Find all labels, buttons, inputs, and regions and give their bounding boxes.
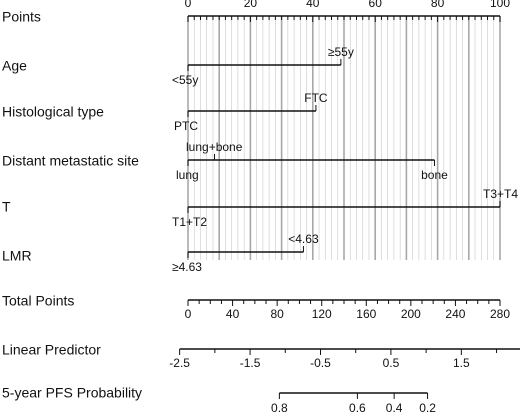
level-label: bone: [421, 168, 448, 182]
level-label: <4.63: [288, 232, 319, 246]
tick-label: 0.8: [271, 401, 288, 412]
tick-label: 0.6: [349, 401, 366, 412]
tick-label: 80: [431, 0, 445, 10]
row-label: Age: [2, 58, 27, 74]
tick-label: 20: [244, 0, 258, 10]
row-label: Distant metastatic site: [2, 153, 139, 169]
level-label: T1+T2: [172, 215, 207, 229]
tick-label: -2.5: [169, 356, 190, 370]
level-label: ≥4.63: [172, 260, 202, 274]
level-label: <55y: [172, 73, 198, 87]
tick-label: 280: [490, 307, 510, 321]
tick-label: 100: [490, 0, 510, 10]
level-label: lung: [176, 168, 199, 182]
tick-label: 0: [185, 307, 192, 321]
row-histological-type: Histological type PTC FTC: [2, 91, 328, 133]
row-5-year-pfs-probability: 5-year PFS Probability 0.8 0.6 0.4 0.2: [2, 385, 436, 412]
tick-label: 0: [185, 0, 192, 10]
level-label: lung+bone: [186, 140, 243, 154]
row-distant-metastatic-site: Distant metastatic site lung lung+bone bone: [2, 140, 448, 182]
level-label: PTC: [174, 119, 198, 133]
level-label: ≥55y: [328, 45, 354, 59]
tick-label: 40: [226, 307, 240, 321]
row-label: Histological type: [2, 104, 104, 120]
tick-label: 0.4: [386, 401, 403, 412]
tick-label: 200: [401, 307, 421, 321]
row-label: Total Points: [2, 293, 74, 309]
tick-label: -1.5: [240, 356, 261, 370]
tick-label: 0.5: [383, 356, 400, 370]
row-label: LMR: [2, 248, 32, 264]
row-linear-predictor: Linear Predictor-2.5-1.5-0.50.51.52.5: [2, 342, 520, 370]
tick-label: 40: [306, 0, 320, 10]
row-t: T T1+T2 T3+T4: [2, 187, 518, 229]
tick-label: 60: [369, 0, 383, 10]
grid-lines: [187, 16, 501, 260]
row-label: Points: [2, 9, 41, 25]
tick-label: 240: [445, 307, 465, 321]
row-label: T: [2, 199, 11, 215]
row-label: 5-year PFS Probability: [2, 385, 142, 401]
row-total-points: Total Points 0 40 80 120 160 200 240 280: [2, 293, 510, 321]
tick-label: 120: [312, 307, 332, 321]
level-label: FTC: [304, 91, 328, 105]
row-age: Age <55y ≥55y: [2, 45, 354, 87]
tick-label: 0.2: [419, 401, 436, 412]
tick-label: -0.5: [310, 356, 331, 370]
tick-label: 1.5: [453, 356, 470, 370]
row-points: Points 0 20 40 60 80 100: [2, 0, 510, 25]
tick-label: 160: [356, 307, 376, 321]
row-lmr: LMR ≥4.63 <4.63: [2, 232, 319, 274]
tick-label: 80: [270, 307, 284, 321]
row-label: Linear Predictor: [2, 342, 101, 358]
level-label: T3+T4: [483, 187, 518, 201]
